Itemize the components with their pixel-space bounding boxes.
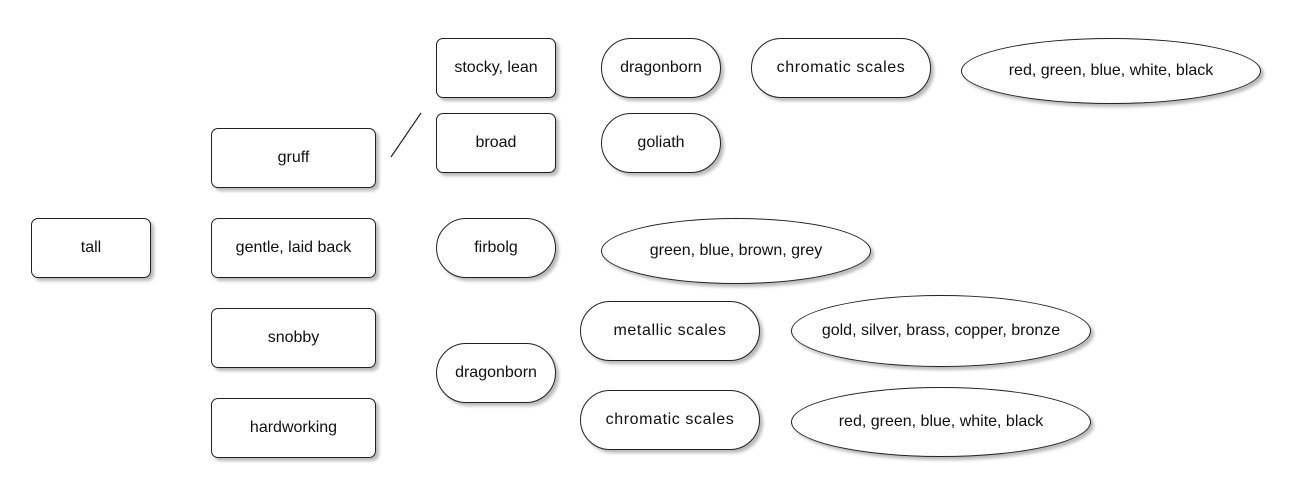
node-dragonborn-top-label: dragonborn <box>620 59 702 76</box>
node-gruff-label: gruff <box>277 149 310 166</box>
node-chromatic-scales-bottom[interactable]: chromatic scales <box>580 390 760 450</box>
node-gentle-laid-back-label: gentle, laid back <box>235 239 352 256</box>
node-stocky-lean[interactable]: stocky, lean <box>436 38 556 98</box>
node-goliath[interactable]: goliath <box>601 113 721 173</box>
node-chromatic-scales-top[interactable]: chromatic scales <box>751 38 931 98</box>
node-hardworking-label: hardworking <box>249 419 338 436</box>
node-tall-label: tall <box>80 239 102 256</box>
node-dragonborn-bottom-label: dragonborn <box>455 364 537 381</box>
node-tall[interactable]: tall <box>31 218 151 278</box>
node-colors-metallic[interactable]: gold, silver, brass, copper, bronze <box>791 295 1091 367</box>
node-chromatic-scales-bottom-label: chromatic scales <box>605 411 735 428</box>
node-colors-chromatic-bottom-label: red, green, blue, white, black <box>838 413 1044 430</box>
node-snobby[interactable]: snobby <box>211 308 376 368</box>
node-broad[interactable]: broad <box>436 113 556 173</box>
node-colors-metallic-label: gold, silver, brass, copper, bronze <box>821 322 1061 339</box>
node-goliath-label: goliath <box>637 134 685 151</box>
node-chromatic-scales-top-label: chromatic scales <box>776 59 906 76</box>
connector-gruff-to-builds <box>390 112 422 158</box>
node-firbolg-label: firbolg <box>474 239 518 256</box>
node-stocky-lean-label: stocky, lean <box>454 59 538 76</box>
node-dragonborn-bottom[interactable]: dragonborn <box>436 343 556 403</box>
node-dragonborn-top[interactable]: dragonborn <box>601 38 721 98</box>
node-colors-chromatic-top[interactable]: red, green, blue, white, black <box>961 38 1261 104</box>
node-firbolg[interactable]: firbolg <box>436 218 556 278</box>
node-metallic-scales-label: metallic scales <box>613 322 727 339</box>
node-gruff[interactable]: gruff <box>211 128 376 188</box>
node-colors-firbolg-label: green, blue, brown, grey <box>649 242 823 259</box>
node-broad-label: broad <box>475 134 517 151</box>
node-gentle-laid-back[interactable]: gentle, laid back <box>211 218 376 278</box>
node-colors-firbolg[interactable]: green, blue, brown, grey <box>601 218 871 284</box>
node-metallic-scales[interactable]: metallic scales <box>580 301 760 361</box>
node-hardworking[interactable]: hardworking <box>211 398 376 458</box>
node-colors-chromatic-top-label: red, green, blue, white, black <box>1008 62 1214 79</box>
node-snobby-label: snobby <box>267 329 320 346</box>
node-colors-chromatic-bottom[interactable]: red, green, blue, white, black <box>791 387 1091 457</box>
